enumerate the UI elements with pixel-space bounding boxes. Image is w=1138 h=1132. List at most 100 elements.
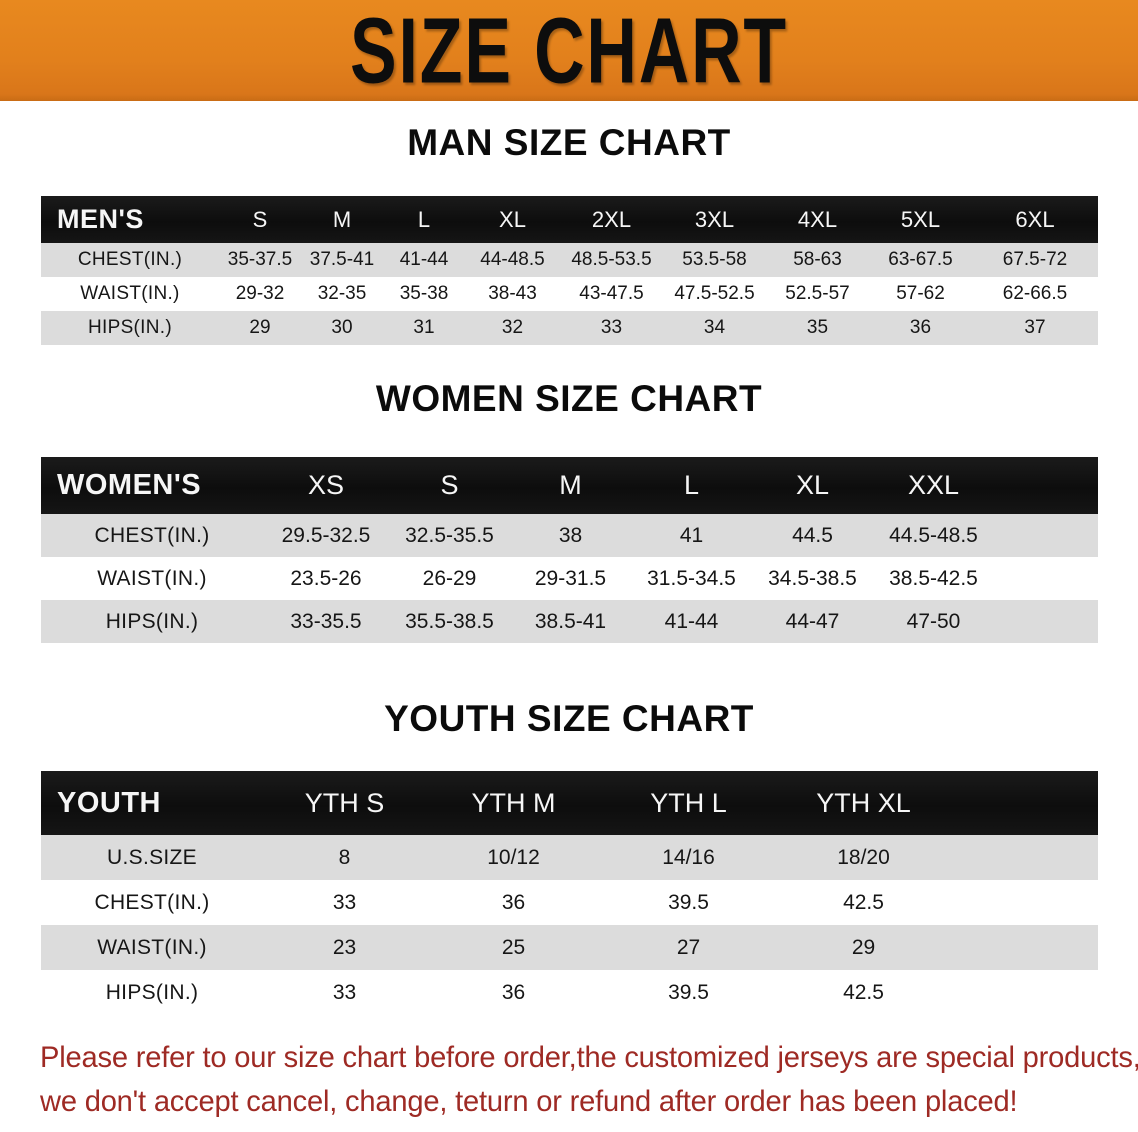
youth-size-col-0: YTH S — [304, 787, 385, 818]
table-row: WAIST(IN.) 23.5-26 26-29 29-31.5 31.5-34… — [41, 557, 1098, 600]
women-row-0-cell-0: 29.5-32.5 — [281, 523, 371, 547]
disclaimer-line-2: we don't accept cancel, change, teturn o… — [40, 1085, 1018, 1118]
man-row-0-cell-5: 53.5-58 — [682, 249, 747, 270]
youth-size-col-2: YTH L — [650, 787, 727, 818]
youth-row-3-cell-0: 33 — [332, 980, 357, 1004]
table-row: WAIST(IN.) 29-32 32-35 35-38 38-43 43-47… — [41, 277, 1098, 311]
man-row-1-cell-1: 32-35 — [317, 283, 367, 304]
youth-row-1-spacer — [951, 880, 1098, 925]
table-row: HIPS(IN.) 33-35.5 35.5-38.5 38.5-41 41-4… — [41, 600, 1098, 643]
man-row-1-cell-0: 29-32 — [235, 283, 285, 304]
man-size-col-6: 4XL — [797, 206, 838, 232]
man-row-2-label: HIPS(IN.) — [88, 317, 172, 338]
man-size-col-1: M — [332, 206, 352, 232]
man-size-col-2: L — [417, 206, 431, 232]
women-row-2-cell-4: 44-47 — [785, 609, 840, 633]
youth-row-1-cell-0: 33 — [332, 890, 357, 914]
youth-row-0-cell-0: 8 — [338, 845, 351, 869]
man-size-col-7: 5XL — [900, 206, 941, 232]
women-row-1-cell-0: 23.5-26 — [290, 566, 362, 590]
youth-row-0-spacer — [951, 835, 1098, 880]
women-row-1-cell-1: 26-29 — [422, 566, 477, 590]
youth-row-1-cell-3: 42.5 — [843, 890, 884, 914]
youth-row-2-spacer — [951, 925, 1098, 970]
women-size-col-5: XXL — [907, 470, 960, 500]
youth-size-col-3: YTH XL — [816, 787, 911, 818]
women-row-0-cell-3: 41 — [679, 523, 704, 547]
youth-row-2-cell-0: 23 — [332, 935, 357, 959]
man-row-2-cell-2: 31 — [413, 317, 435, 338]
women-size-col-3: L — [683, 470, 700, 500]
table-row: CHEST(IN.) 33 36 39.5 42.5 — [41, 880, 1098, 925]
man-size-table: MEN'S S M L XL 2XL 3XL 4XL 5XL 6XL CHEST… — [41, 196, 1098, 345]
youth-row-0-label: U.S.SIZE — [107, 845, 197, 869]
youth-header-label: YOUTH — [57, 786, 161, 819]
man-row-1-cell-8: 62-66.5 — [1002, 283, 1068, 304]
man-size-col-0: S — [252, 206, 268, 232]
man-size-col-5: 3XL — [694, 206, 735, 232]
women-size-col-2: M — [559, 470, 582, 500]
women-row-2-cell-5: 47-50 — [906, 609, 961, 633]
man-row-1-cell-3: 38-43 — [488, 283, 537, 304]
youth-row-1-label: CHEST(IN.) — [94, 890, 210, 914]
women-row-1-cell-3: 31.5-34.5 — [647, 566, 736, 590]
youth-row-3-spacer — [951, 970, 1098, 1015]
women-row-2-label: HIPS(IN.) — [105, 609, 199, 633]
youth-row-3-cell-1: 36 — [501, 980, 526, 1004]
youth-header-spacer — [951, 771, 1098, 835]
man-row-2-cell-1: 30 — [331, 317, 353, 338]
man-row-0-cell-8: 67.5-72 — [1002, 249, 1068, 270]
man-row-0-cell-0: 35-37.5 — [227, 249, 293, 270]
women-size-col-1: S — [440, 470, 459, 500]
man-row-1-label: WAIST(IN.) — [80, 283, 180, 304]
man-row-2-cell-3: 32 — [501, 317, 524, 338]
man-row-2-cell-8: 37 — [1024, 317, 1046, 338]
man-row-1-cell-4: 43-47.5 — [579, 283, 644, 304]
women-row-0-label: CHEST(IN.) — [94, 523, 210, 547]
man-header-label: MEN'S — [57, 204, 144, 234]
man-table-header-row: MEN'S S M L XL 2XL 3XL 4XL 5XL 6XL — [41, 196, 1098, 243]
banner-title: SIZE CHART — [350, 0, 788, 101]
man-row-1-cell-2: 35-38 — [399, 283, 449, 304]
women-size-col-0: XS — [307, 470, 345, 500]
disclaimer-line-1: Please refer to our size chart before or… — [40, 1041, 1138, 1074]
women-table: WOMEN'S XS S M L XL XXL CHEST(IN.) 29.5-… — [41, 457, 1098, 643]
youth-size-col-1: YTH M — [471, 787, 556, 818]
youth-row-0-cell-1: 10/12 — [487, 845, 540, 869]
women-row-0-cell-1: 32.5-35.5 — [405, 523, 494, 547]
women-row-0-cell-2: 38 — [558, 523, 583, 547]
man-row-1-cell-7: 57-62 — [896, 283, 945, 304]
youth-row-2-cell-2: 27 — [676, 935, 701, 959]
table-row: CHEST(IN.) 35-37.5 37.5-41 41-44 44-48.5… — [41, 243, 1098, 277]
youth-row-1-cell-1: 36 — [501, 890, 526, 914]
youth-row-2-label: WAIST(IN.) — [97, 935, 207, 959]
man-size-col-4: 2XL — [591, 206, 632, 232]
women-row-2-spacer — [994, 600, 1098, 643]
youth-row-3-cell-3: 42.5 — [843, 980, 884, 1004]
page-banner: SIZE CHART — [0, 0, 1138, 101]
man-row-2-cell-6: 35 — [806, 317, 829, 338]
women-row-1-cell-4: 34.5-38.5 — [768, 566, 857, 590]
table-row: CHEST(IN.) 29.5-32.5 32.5-35.5 38 41 44.… — [41, 514, 1098, 557]
women-size-table: WOMEN'S XS S M L XL XXL CHEST(IN.) 29.5-… — [41, 457, 1098, 643]
table-row: WAIST(IN.) 23 25 27 29 — [41, 925, 1098, 970]
youth-row-2-cell-3: 29 — [851, 935, 876, 959]
table-row: HIPS(IN.) 33 36 39.5 42.5 — [41, 970, 1098, 1015]
women-row-0-spacer — [994, 514, 1098, 557]
man-section-title: MAN SIZE CHART — [407, 122, 731, 163]
man-row-0-cell-1: 37.5-41 — [309, 249, 375, 270]
man-row-0-label: CHEST(IN.) — [77, 249, 183, 270]
man-row-0-cell-4: 48.5-53.5 — [571, 249, 652, 270]
man-row-2-cell-0: 29 — [249, 317, 271, 338]
man-row-2-cell-7: 36 — [909, 317, 932, 338]
women-table-header-row: WOMEN'S XS S M L XL XXL — [41, 457, 1098, 514]
youth-table: YOUTH YTH S YTH M YTH L YTH XL U.S.SIZE … — [41, 771, 1098, 1015]
women-row-1-label: WAIST(IN.) — [97, 566, 207, 590]
women-row-1-cell-5: 38.5-42.5 — [889, 566, 978, 590]
women-row-2-cell-0: 33-35.5 — [290, 609, 362, 633]
man-row-1-cell-6: 52.5-57 — [785, 283, 850, 304]
youth-section-title: YOUTH SIZE CHART — [384, 698, 754, 739]
women-size-col-4: XL — [795, 470, 830, 500]
man-row-2-cell-5: 34 — [703, 317, 726, 338]
